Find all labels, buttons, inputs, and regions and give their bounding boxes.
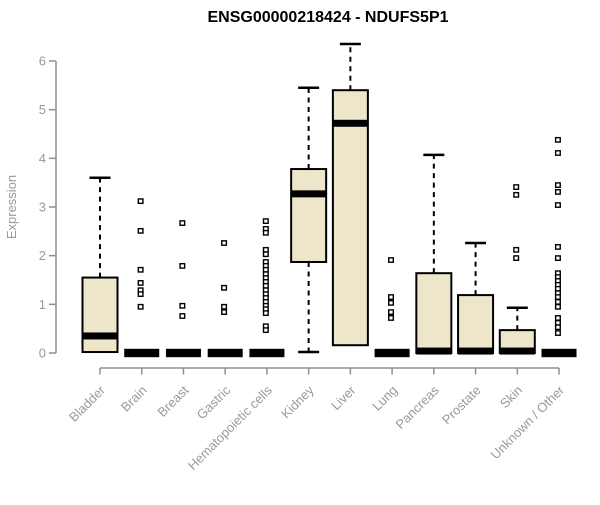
outlier-point — [388, 309, 395, 316]
outlier-point — [262, 229, 269, 236]
outlier-point — [262, 327, 269, 334]
box-liver — [331, 42, 369, 347]
outlier-point — [262, 310, 269, 316]
outlier-point — [137, 227, 144, 234]
box-skin — [498, 184, 536, 355]
outlier-point — [137, 291, 144, 298]
box-bladder — [81, 176, 119, 354]
outlier-point — [137, 266, 144, 273]
x-tick-label-pancreas: Pancreas — [393, 382, 443, 432]
outlier-point — [221, 303, 228, 310]
outlier-point — [179, 302, 186, 309]
y-tick-label: 5 — [39, 102, 46, 117]
outlier-point — [554, 294, 561, 300]
outlier-point — [513, 255, 520, 261]
y-tick-label: 4 — [39, 151, 46, 166]
outlier-point — [388, 294, 395, 300]
outlier-point — [262, 218, 269, 225]
outlier-point — [221, 240, 228, 246]
collapsed-box — [249, 348, 285, 358]
collapsed-box — [207, 348, 243, 358]
iqr-box — [415, 272, 453, 355]
outlier-point — [137, 280, 144, 286]
outlier-point — [554, 189, 561, 195]
median-line — [332, 119, 368, 127]
median-line — [416, 347, 452, 355]
box-kidney — [290, 86, 328, 354]
box-hematopoietic-cells — [249, 218, 285, 358]
outlier-point — [554, 202, 561, 208]
outlier-point — [554, 330, 561, 336]
collapsed-box — [374, 348, 410, 358]
box-lung — [374, 257, 410, 358]
box-breast — [165, 220, 201, 358]
median-line — [291, 190, 327, 198]
outlier-point — [388, 315, 395, 321]
outlier-point — [554, 136, 561, 143]
outlier-point — [221, 309, 228, 316]
x-tick-label-breast: Breast — [154, 382, 191, 419]
outlier-point — [554, 244, 561, 250]
outlier-point — [137, 303, 144, 310]
x-tick-label-lung: Lung — [369, 383, 400, 414]
iqr-box — [81, 276, 119, 354]
x-tick-label-unknown-other: Unknown / Other — [488, 382, 568, 462]
chart-title: ENSG00000218424 - NDUFS5P1 — [207, 9, 448, 26]
outlier-point — [513, 191, 520, 198]
collapsed-box — [124, 348, 160, 358]
outlier-point — [179, 220, 186, 226]
outlier-point — [554, 299, 561, 305]
median-line — [82, 332, 118, 340]
box-prostate — [457, 241, 495, 355]
x-tick-label-prostate: Prostate — [439, 383, 484, 428]
x-tick-label-liver: Liver — [328, 382, 359, 413]
y-axis-label: Expression — [4, 175, 19, 239]
collapsed-box — [541, 348, 577, 358]
outlier-point — [221, 284, 228, 291]
iqr-box — [290, 168, 328, 263]
iqr-box — [457, 294, 495, 355]
box-pancreas — [415, 153, 453, 355]
x-tick-label-skin: Skin — [497, 383, 525, 411]
iqr-box — [331, 89, 369, 347]
x-tick-label-gastric: Gastric — [194, 382, 234, 422]
outlier-point — [388, 257, 395, 263]
outlier-point — [513, 184, 520, 190]
outlier-point — [554, 150, 561, 156]
boxplot-series — [81, 42, 577, 358]
x-tick-label-brain: Brain — [118, 383, 150, 415]
y-tick-label: 3 — [39, 200, 46, 215]
box-brain — [124, 198, 160, 358]
median-line — [458, 347, 494, 355]
median-line — [499, 347, 535, 355]
collapsed-box — [165, 348, 201, 358]
x-tick-label-kidney: Kidney — [278, 382, 317, 421]
outlier-point — [554, 315, 561, 321]
y-tick-label: 2 — [39, 248, 46, 263]
outlier-point — [179, 313, 186, 319]
outlier-point — [554, 303, 561, 310]
outlier-point — [262, 251, 269, 258]
outlier-point — [179, 262, 186, 269]
outlier-point — [554, 182, 561, 188]
outlier-point — [554, 255, 561, 261]
y-tick-label: 6 — [39, 54, 46, 69]
y-tick-label: 1 — [39, 297, 46, 312]
outlier-point — [513, 246, 520, 253]
box-unknown-other — [541, 136, 577, 358]
outlier-point — [554, 324, 561, 331]
outlier-point — [388, 299, 395, 306]
box-gastric — [207, 240, 243, 358]
y-tick-label: 0 — [39, 346, 46, 361]
outlier-point — [137, 198, 144, 205]
x-tick-label-bladder: Bladder — [66, 382, 109, 425]
